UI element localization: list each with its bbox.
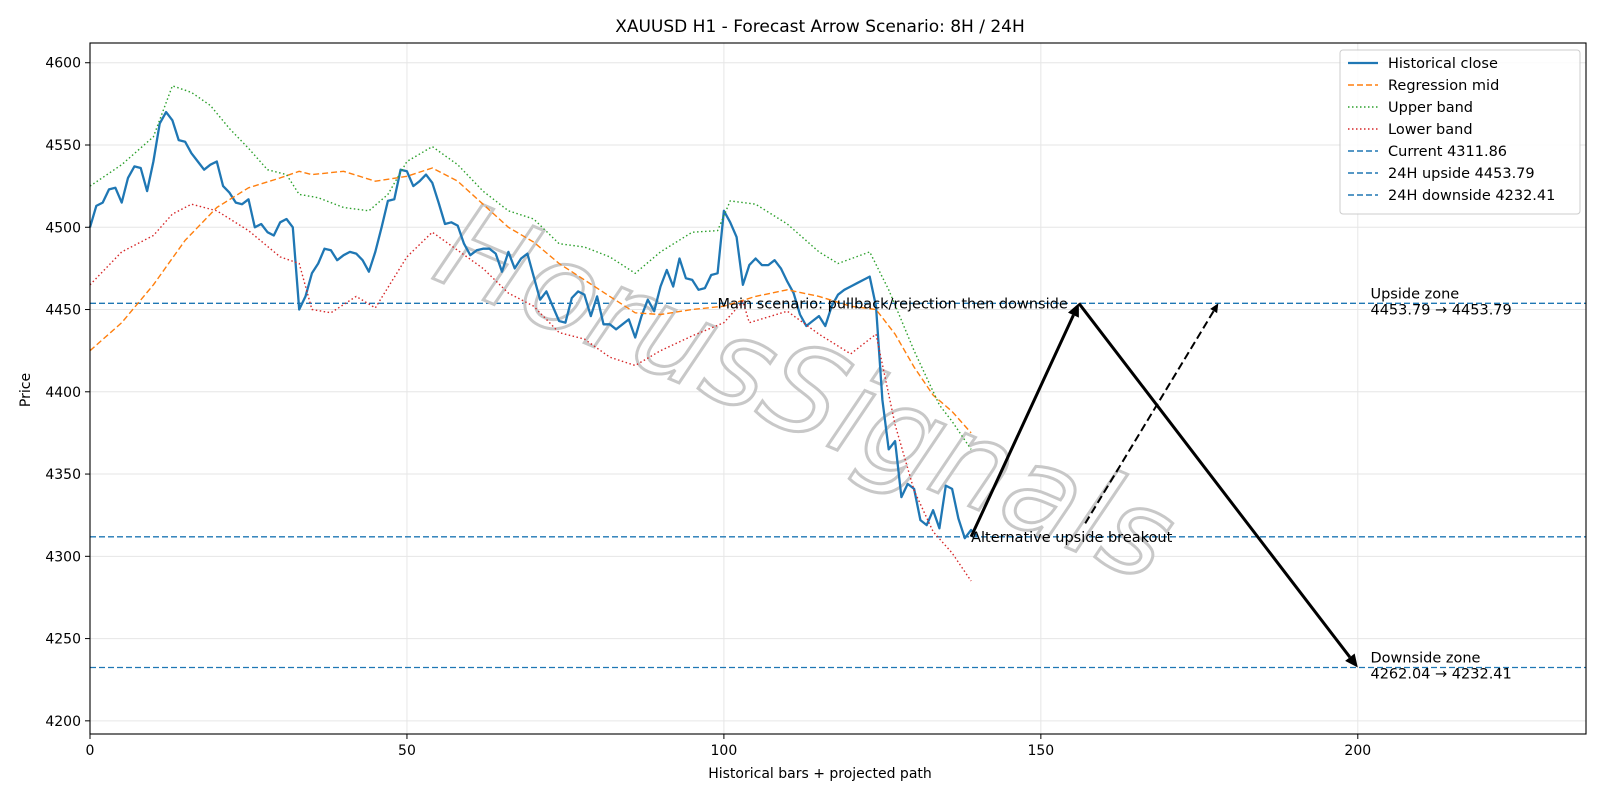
y-tick-label: 4350	[45, 467, 81, 483]
legend-label: 24H downside 4232.41	[1388, 188, 1555, 204]
x-tick-label: 100	[711, 743, 738, 759]
chart-title: XAUUSD H1 - Forecast Arrow Scenario: 8H …	[615, 17, 1025, 37]
forecast-arrow	[969, 314, 1075, 538]
zone-label: 4453.79 → 4453.79	[1370, 302, 1511, 318]
y-tick-label: 4300	[45, 549, 81, 565]
series-line	[89, 167, 972, 434]
x-tick-label: 50	[398, 743, 416, 759]
forecast-arrow	[1084, 310, 1215, 524]
series-line	[88, 110, 979, 540]
zone-label: 4262.04 → 4232.41	[1370, 667, 1511, 683]
legend-label: Lower band	[1388, 122, 1473, 138]
x-tick-label: 200	[1344, 743, 1371, 759]
y-tick-label: 4450	[45, 303, 81, 319]
x-tick-label: 150	[1027, 743, 1054, 759]
forecast-arrow-head	[1210, 303, 1219, 314]
scenario-label: Main scenario: pullback/rejection then d…	[718, 296, 1068, 312]
x-tick-label: 0	[86, 743, 95, 759]
forecast-arrow-head	[1067, 303, 1079, 318]
legend-label: Upper band	[1388, 100, 1473, 116]
forecast-arrow	[1077, 302, 1352, 659]
legend-label: 24H upside 4453.79	[1388, 166, 1535, 182]
series-line	[89, 203, 972, 582]
x-axis-label: Historical bars + projected path	[708, 766, 932, 782]
legend-label: Historical close	[1388, 56, 1498, 72]
legend-box	[1339, 49, 1581, 215]
legend-label: Current 4311.86	[1388, 144, 1507, 160]
zone-label: Downside zone	[1370, 651, 1480, 667]
legend: Historical close Regression mid Upper band…	[1339, 49, 1581, 215]
series-line	[89, 85, 972, 450]
legend-label: Regression mid	[1388, 78, 1499, 94]
y-tick-label: 4250	[45, 632, 81, 648]
y-tick-label: 4500	[45, 220, 81, 236]
zone-label: Upside zone	[1370, 286, 1459, 302]
plot-frame	[89, 42, 1587, 735]
y-tick-label: 4400	[45, 385, 81, 401]
forecast-arrow-head	[1345, 653, 1358, 668]
scenario-label: Alternative upside breakout	[971, 530, 1172, 546]
y-tick-label: 4550	[45, 138, 81, 154]
y-tick-label: 4600	[45, 56, 81, 72]
y-axis-label: Price	[18, 373, 34, 407]
y-tick-label: 4200	[45, 714, 81, 730]
